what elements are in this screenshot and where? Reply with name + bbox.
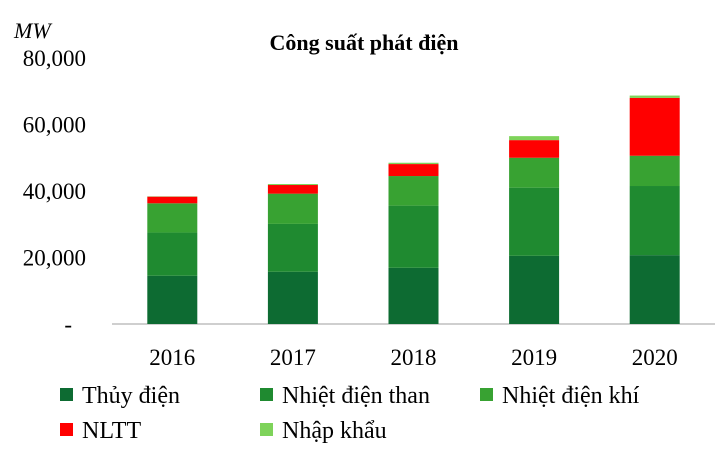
bar-segment (629, 186, 680, 256)
y-tick-label: - (64, 312, 72, 337)
bar-segment (509, 187, 560, 256)
legend-swatch (60, 388, 73, 401)
bar-segment (388, 164, 439, 177)
bar-segment (509, 136, 560, 141)
bar-segment (388, 267, 439, 324)
bars-group (147, 95, 680, 324)
chart-title: Công suất phát điện (270, 30, 459, 55)
bar-segment (388, 176, 439, 206)
bar-segment (629, 95, 680, 98)
legend-swatch (260, 388, 273, 401)
y-axis-unit-label: MW (13, 18, 52, 43)
y-tick-label: 80,000 (23, 46, 86, 71)
bar-segment (388, 205, 439, 268)
bar-segment (629, 97, 680, 156)
bar-segment (147, 275, 198, 324)
bar-segment (267, 184, 318, 186)
bar-segment (267, 271, 318, 324)
bar-segment (509, 140, 560, 158)
legend-label: Thủy điện (82, 383, 180, 409)
legend-label: NLTT (82, 418, 141, 444)
legend-label: Nhiệt điện than (282, 383, 430, 409)
bar-segment (629, 155, 680, 187)
x-tick-label: 2016 (149, 345, 195, 370)
bar-segment (509, 157, 560, 188)
x-tick-label: 2018 (391, 345, 437, 370)
y-tick-label: 60,000 (23, 113, 86, 138)
x-axis-ticks: 2016 2017 2018 2019 2020 (149, 345, 677, 370)
y-tick-label: 40,000 (23, 179, 86, 204)
bar-segment (509, 255, 560, 324)
bar-segment (267, 223, 318, 272)
x-tick-label: 2019 (511, 345, 557, 370)
y-axis-ticks: - 20,000 40,000 60,000 80,000 (23, 46, 86, 337)
x-tick-label: 2017 (270, 345, 316, 370)
legend-swatch (60, 423, 73, 436)
legend-swatch (260, 423, 273, 436)
y-tick-label: 20,000 (23, 246, 86, 271)
legend-swatch (480, 388, 493, 401)
bar-segment (147, 232, 198, 276)
bar-segment (267, 185, 318, 194)
bar-segment (267, 193, 318, 224)
legend-label: Nhiệt điện khí (502, 383, 640, 409)
bar-segment (147, 203, 198, 233)
bar-segment (147, 196, 198, 204)
legend: Thủy điện Nhiệt điện than Nhiệt điện khí NL… (60, 383, 640, 444)
legend-label: Nhập khẩu (282, 418, 387, 444)
bar-segment (388, 162, 439, 165)
x-tick-label: 2020 (632, 345, 678, 370)
bar-segment (629, 255, 680, 324)
